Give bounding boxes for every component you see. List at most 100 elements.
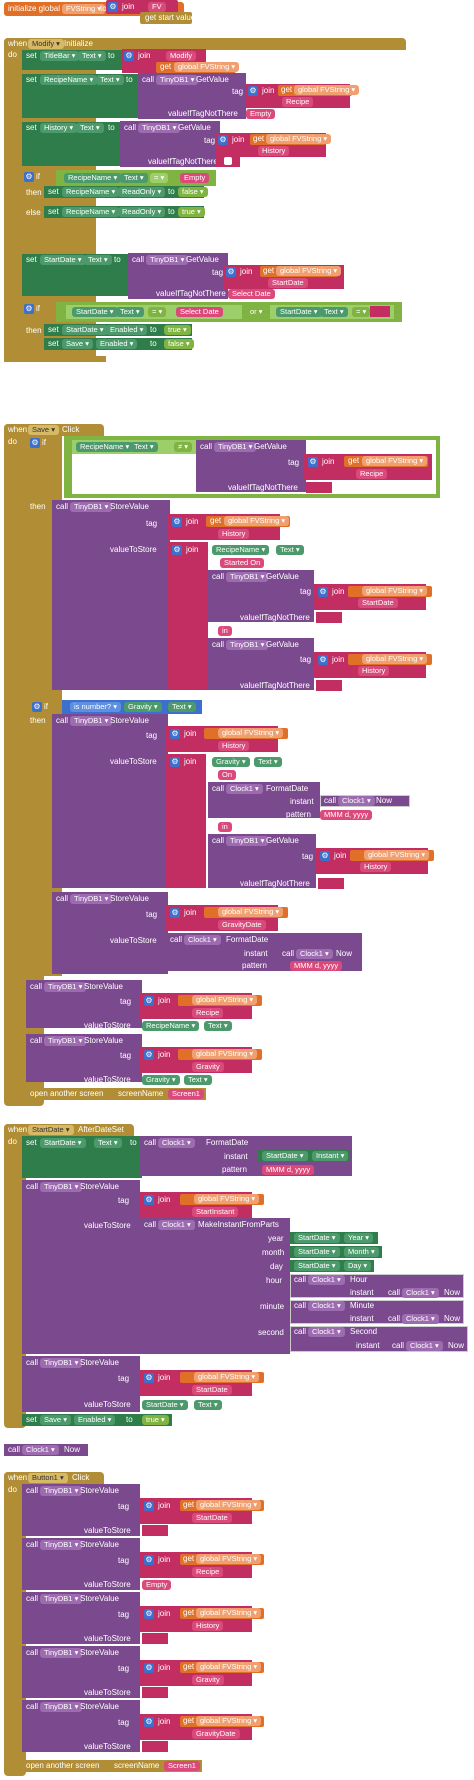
startdate-comp[interactable]: StartDate: [40, 255, 86, 265]
text-prop[interactable]: Text: [94, 1138, 122, 1148]
enabled-prop[interactable]: Enabled: [106, 325, 148, 335]
isnumber-op[interactable]: is number?: [70, 702, 121, 712]
compare-op[interactable]: =: [352, 307, 371, 317]
global-fvstring[interactable]: global FVString: [192, 1049, 258, 1059]
gear-icon[interactable]: ⚙: [108, 2, 118, 12]
gear-icon[interactable]: ⚙: [30, 438, 40, 448]
instant-prop[interactable]: Instant: [312, 1151, 349, 1161]
join-long-block[interactable]: [168, 542, 208, 690]
logic-true[interactable]: true: [164, 325, 191, 335]
gear-icon[interactable]: ⚙: [144, 1555, 154, 1565]
tinydb-comp[interactable]: TinyDB1: [40, 1594, 83, 1604]
empty-text-block[interactable]: [142, 1687, 168, 1698]
recipename-prop[interactable]: Text: [204, 1021, 232, 1031]
empty-text-block[interactable]: [142, 1741, 168, 1752]
storevalue-gravity-block[interactable]: [52, 714, 168, 888]
recipename-comp[interactable]: RecipeName: [142, 1021, 200, 1031]
recipename-comp[interactable]: RecipeName: [76, 442, 134, 452]
recipename-comp[interactable]: RecipeName: [40, 75, 98, 85]
logic-true[interactable]: true: [142, 1415, 169, 1425]
gravity-prop[interactable]: Text: [168, 702, 196, 712]
clock-comp[interactable]: Clock1: [226, 784, 263, 794]
text-tag-item[interactable]: History: [192, 1621, 224, 1631]
gear-icon[interactable]: ⚙: [226, 267, 236, 277]
global-fvstring[interactable]: global FVString: [276, 266, 342, 276]
text-recipe[interactable]: Recipe: [282, 97, 314, 107]
text-screen1[interactable]: Screen1: [168, 1089, 204, 1099]
tinydb-comp[interactable]: TinyDB1: [44, 1036, 87, 1046]
gear-icon[interactable]: ⚙: [218, 135, 228, 145]
text-startinstant[interactable]: StartInstant: [192, 1207, 239, 1217]
startdate-prop[interactable]: Text: [84, 255, 112, 265]
readonly-prop[interactable]: ReadOnly: [118, 187, 166, 197]
startdate-comp[interactable]: StartDate: [142, 1400, 188, 1410]
tinydb-comp[interactable]: TinyDB1: [226, 572, 269, 582]
text-startdate[interactable]: StartDate: [268, 278, 308, 288]
recipename-comp[interactable]: RecipeName: [62, 207, 120, 217]
gravity-prop[interactable]: Text: [254, 757, 282, 767]
tinydb-comp[interactable]: TinyDB1: [70, 716, 113, 726]
button1-component[interactable]: Button1: [28, 1473, 68, 1483]
empty-text-block[interactable]: [318, 878, 344, 889]
startdate-prop[interactable]: Text: [116, 307, 144, 317]
startdate-comp[interactable]: StartDate: [72, 307, 118, 317]
clock-comp[interactable]: Clock1: [158, 1138, 195, 1148]
gear-icon[interactable]: ⚙: [144, 1195, 154, 1205]
startdate-prop[interactable]: Text: [320, 307, 348, 317]
global-fvstring[interactable]: global FVString: [194, 1194, 260, 1204]
compare-op[interactable]: =: [148, 307, 167, 317]
gravity-comp[interactable]: Gravity: [124, 702, 162, 712]
global-fvstring[interactable]: global FVString: [196, 1608, 262, 1618]
gear-icon[interactable]: ⚙: [170, 729, 180, 739]
clock-comp[interactable]: Clock1: [184, 935, 221, 945]
global-get-start-block[interactable]: [140, 12, 192, 24]
startdate-comp[interactable]: StartDate: [62, 325, 108, 335]
startdate-event-block[interactable]: [4, 1124, 26, 1428]
open-screen-block[interactable]: [22, 1760, 202, 1772]
global-fvstring[interactable]: global FVString: [196, 1554, 262, 1564]
tinydb-comp[interactable]: TinyDB1: [70, 894, 113, 904]
text-recipe[interactable]: Recipe: [356, 469, 388, 479]
gear-icon[interactable]: ⚙: [144, 996, 154, 1006]
gravity-prop[interactable]: Text: [184, 1075, 212, 1085]
text-history[interactable]: History: [360, 862, 392, 872]
tinydb-comp[interactable]: TinyDB1: [214, 442, 257, 452]
tinydb-comp[interactable]: TinyDB1: [226, 640, 269, 650]
gear-icon[interactable]: ⚙: [170, 908, 180, 918]
tinydb-comp[interactable]: TinyDB1: [226, 836, 269, 846]
gear-icon[interactable]: ⚙: [320, 851, 330, 861]
text-history[interactable]: History: [218, 529, 250, 539]
empty-text-block[interactable]: [316, 680, 342, 691]
text-in[interactable]: in: [218, 626, 232, 636]
tinydb-comp[interactable]: TinyDB1: [40, 1182, 83, 1192]
empty-text-block[interactable]: [142, 1633, 168, 1644]
text-startdate[interactable]: StartDate: [192, 1385, 232, 1395]
modify-component[interactable]: Modify: [28, 39, 64, 49]
save-component[interactable]: Save: [28, 425, 59, 435]
gear-icon[interactable]: ⚙: [144, 1609, 154, 1619]
clock-comp[interactable]: Clock1: [296, 949, 333, 959]
clock-comp[interactable]: Clock1: [308, 1301, 345, 1311]
global-fvstring[interactable]: global FVString: [364, 850, 430, 860]
logic-false[interactable]: false: [178, 187, 208, 197]
global-fvstring[interactable]: global FVString: [362, 654, 428, 664]
text-screen1[interactable]: Screen1: [164, 1761, 200, 1771]
if-block-1[interactable]: [22, 170, 44, 222]
clock-comp[interactable]: Clock1: [402, 1288, 439, 1298]
startdate-comp[interactable]: StartDate: [294, 1261, 340, 1271]
empty-text-block[interactable]: [142, 1525, 168, 1536]
history-prop[interactable]: Text: [76, 123, 104, 133]
button1-event-block[interactable]: [4, 1472, 26, 1776]
recipename-comp[interactable]: RecipeName: [212, 545, 270, 555]
startdate-comp[interactable]: StartDate: [294, 1247, 340, 1257]
global-fvstring[interactable]: global FVString: [196, 1500, 262, 1510]
gear-icon[interactable]: ⚙: [144, 1373, 154, 1383]
text-select-date[interactable]: Select Date: [176, 307, 223, 317]
text-tag-item[interactable]: StartDate: [192, 1513, 232, 1523]
recipename-prop[interactable]: Text: [96, 75, 124, 85]
recipename-prop[interactable]: Text: [120, 173, 148, 183]
text-empty[interactable]: Empty: [142, 1580, 172, 1590]
text-date-pattern[interactable]: MMM d, yyyy: [262, 1165, 315, 1175]
text-startdate[interactable]: StartDate: [358, 598, 398, 608]
gear-icon[interactable]: ⚙: [144, 1663, 154, 1673]
